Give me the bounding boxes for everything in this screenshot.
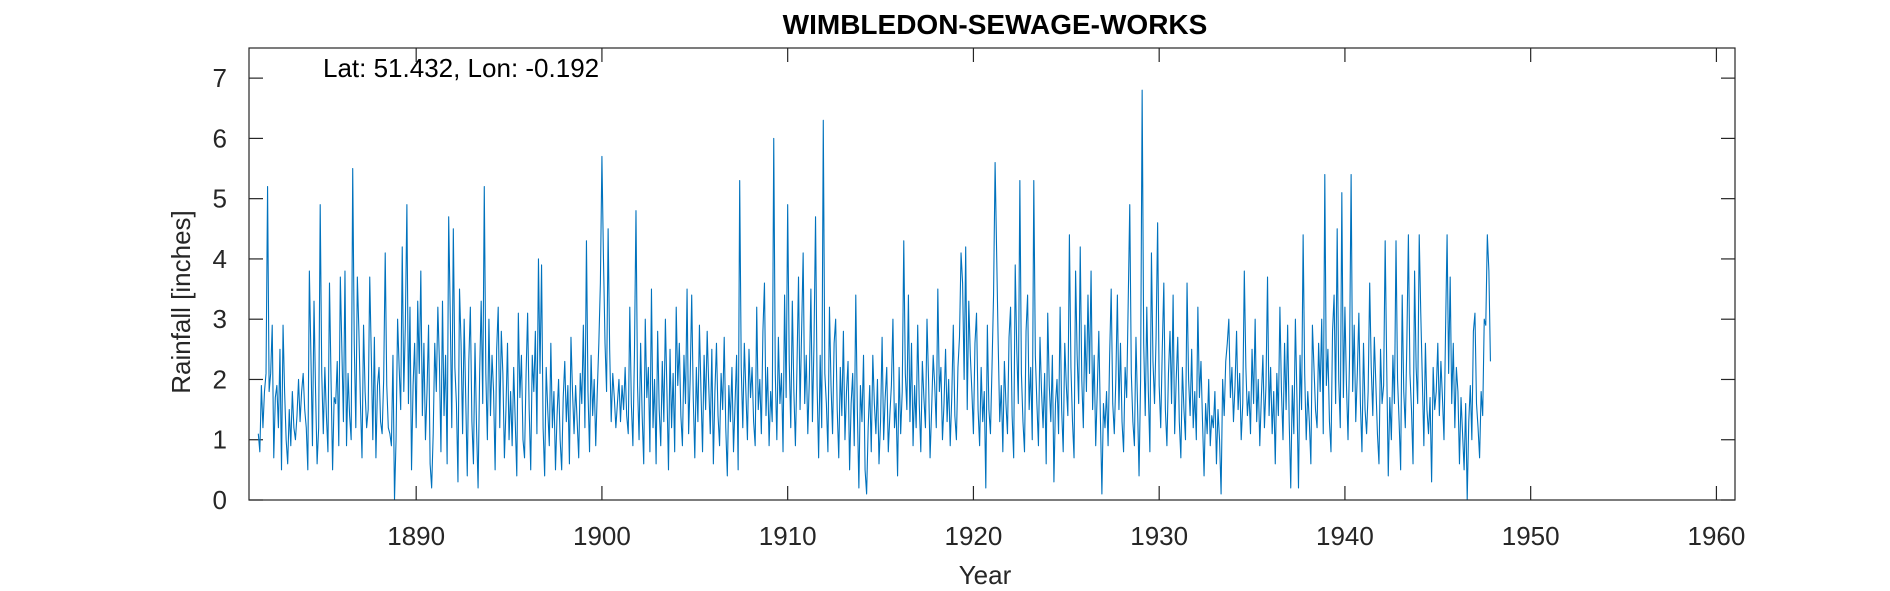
lat-lon-annotation: Lat: 51.432, Lon: -0.192	[323, 53, 599, 83]
y-tick-label: 6	[213, 123, 227, 153]
x-tick-label: 1940	[1316, 521, 1374, 551]
x-tick-label: 1900	[573, 521, 631, 551]
y-tick-label: 4	[213, 244, 227, 274]
tick-layer: 1890 1900 1910 1920 1930 1940 1950 1960 0 1 2 3 4 5 6 7	[213, 48, 1746, 551]
x-tick-label: 1960	[1688, 521, 1746, 551]
x-tick-label: 1950	[1502, 521, 1560, 551]
chart-title: WIMBLEDON-SEWAGE-WORKS	[783, 9, 1208, 40]
x-tick-label: 1910	[759, 521, 817, 551]
y-tick-label: 5	[213, 184, 227, 214]
x-tick-label: 1920	[945, 521, 1003, 551]
x-axis-label: Year	[959, 560, 1012, 590]
y-axis-label: Rainfall [inches]	[166, 210, 196, 394]
axes-frame	[248, 47, 1736, 501]
y-tick-label: 7	[213, 63, 227, 93]
y-tick-label: 2	[213, 364, 227, 394]
series-line-rainfall	[257, 89, 1491, 501]
x-tick-label: 1930	[1130, 521, 1188, 551]
y-tick-label: 0	[213, 485, 227, 515]
y-tick-label: 1	[213, 425, 227, 455]
y-tick-label: 3	[213, 304, 227, 334]
x-tick-label: 1890	[387, 521, 445, 551]
